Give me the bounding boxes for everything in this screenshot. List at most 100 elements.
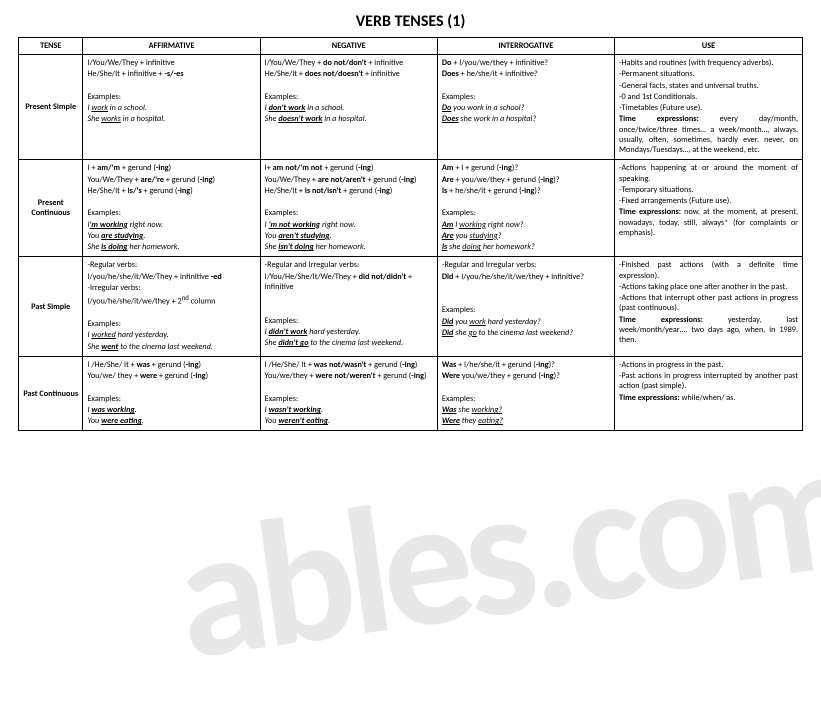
use-cell: -Actions in progress in the past. -Past … (615, 356, 803, 431)
tense-label: Past Continuous (19, 356, 83, 431)
t: went (101, 342, 118, 352)
t: am not/'m not (273, 163, 323, 173)
t: -ing (177, 186, 190, 196)
t: in a hospital. (121, 114, 165, 124)
t: Time expressions: (619, 393, 680, 403)
t: ) (169, 163, 171, 173)
t: -Irregular verbs: (87, 283, 255, 293)
t: I/You/He/She/It/We/They + (265, 272, 359, 282)
t: Am (442, 220, 454, 230)
t: She (265, 338, 279, 348)
t: You (87, 416, 101, 426)
t: was (137, 360, 150, 370)
int-cell: Am + I + gerund (-ing)? Are + you/we/the… (437, 160, 614, 257)
row-past-simple: Past Simple -Regular verbs: I/you/he/she… (19, 257, 803, 357)
t: Examples: (265, 92, 433, 102)
col-tense: TENSE (19, 38, 83, 55)
t: He/She/It + infinitive + (87, 69, 164, 79)
t: right now? (486, 220, 524, 230)
t: . (142, 416, 144, 426)
neg-cell: I+ am not/'m not + gerund (-ing) You/We/… (260, 160, 437, 257)
t: to the cinema last weekend? (477, 328, 573, 338)
t: Was (442, 405, 457, 415)
int-cell: -Regular and Irregular verbs: Did + I/yo… (437, 257, 614, 357)
t: -ing (402, 360, 415, 370)
t: worked (91, 330, 115, 340)
t: you (453, 317, 469, 327)
t: isn't doing (278, 242, 313, 252)
t: -Finished past actions (with a definite … (619, 260, 798, 281)
t: She (87, 242, 101, 252)
t: does not/doesn't (305, 69, 363, 79)
aff-cell: I /He/She/ It + was + gerund (-ing) You/… (83, 356, 260, 431)
t: her homework? (481, 242, 535, 252)
col-interrogative: INTERROGATIVE (437, 38, 614, 55)
t: + he/she/it + infinitive? (459, 69, 538, 79)
t: while/when/ as. (680, 393, 736, 403)
t: work (469, 317, 486, 327)
t: You (265, 231, 279, 241)
t: You/We/They + (265, 175, 318, 185)
t: wasn't working (269, 405, 321, 415)
t: -ing (401, 175, 414, 185)
row-present-simple: Present Simple I/You/We/They + infinitiv… (19, 55, 803, 160)
t: were eating (101, 416, 142, 426)
t: -0 and 1st Conditionals. (619, 92, 798, 102)
t: Time expressions: (619, 114, 699, 124)
t: Are (442, 175, 454, 185)
t: -Regular and Irregular verbs: (265, 260, 433, 270)
t: Does (442, 114, 459, 124)
t: She (87, 114, 101, 124)
t: + I + gerund ( (453, 163, 499, 173)
page-title: VERB TENSES (1) (18, 12, 803, 31)
t: column (189, 297, 216, 307)
t: She (265, 242, 279, 252)
t: Were (442, 416, 460, 426)
t: Examples: (87, 319, 255, 329)
t: -Regular and Irregular verbs: (442, 260, 610, 270)
t: 'm not working (269, 220, 321, 230)
t: . (135, 405, 137, 415)
t: Did (442, 317, 454, 327)
use-cell: -Actions happening at or around the mome… (615, 160, 803, 257)
t: + infinitive (367, 58, 404, 68)
t: . (328, 416, 330, 426)
t: + gerund ( (142, 186, 178, 196)
tense-label: Past Simple (19, 257, 83, 357)
t: Time expressions: (619, 315, 703, 325)
t: )? (554, 371, 560, 381)
t: . (143, 231, 145, 241)
t: + infinitive (363, 69, 400, 79)
t: -ing (540, 175, 553, 185)
row-present-continuous: Present Continuous I + am/'m + gerund (-… (19, 160, 803, 257)
t: -Past actions in progress interrupted by… (619, 371, 798, 392)
t: ) (206, 371, 208, 381)
t: right now. (320, 220, 355, 230)
t: )? (553, 175, 559, 185)
t: + gerund ( (375, 371, 411, 381)
t: Examples: (265, 394, 433, 404)
t: -ing (193, 371, 206, 381)
t: don't work (269, 103, 306, 113)
neg-cell: -Regular and Irregular verbs: I/You/He/S… (260, 257, 437, 357)
t: right now. (128, 220, 163, 230)
t: -Temporary situations. (619, 185, 798, 195)
t: + gerund ( (366, 360, 402, 370)
t: + gerund ( (365, 175, 401, 185)
t: go (468, 328, 476, 338)
t: her homework. (314, 242, 366, 252)
t: ) (213, 175, 215, 185)
t: -ing (186, 360, 199, 370)
t: her homework. (128, 242, 180, 252)
t: nd (182, 293, 189, 302)
t: Do (442, 103, 451, 113)
t: are not/aren't (318, 175, 366, 185)
t: You (265, 416, 279, 426)
watermark: ables.com (163, 394, 821, 706)
t: studying (470, 231, 498, 241)
t: + gerund ( (164, 175, 200, 185)
t: Does (442, 69, 459, 79)
t: She (87, 342, 101, 352)
t: in a school. (108, 103, 147, 113)
t: -ing (377, 186, 390, 196)
